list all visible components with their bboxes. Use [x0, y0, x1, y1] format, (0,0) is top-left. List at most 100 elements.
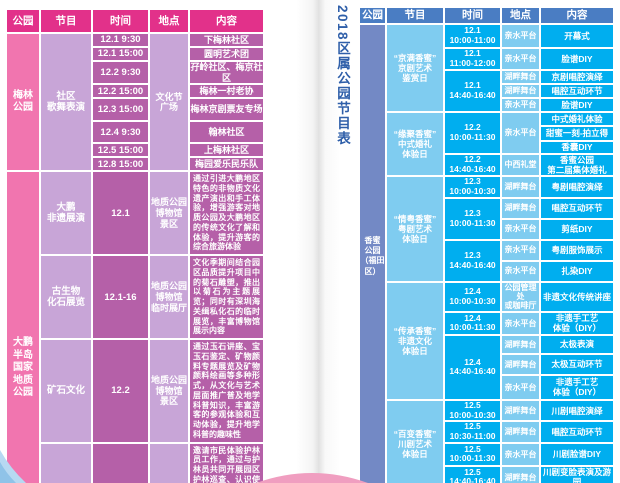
cell-prog: 矿石文化 [41, 340, 91, 442]
table-row: 12.8 15:00 梅园爱乐民乐队 [7, 158, 263, 171]
table-row: 矿石文化 12.2 地质公园 博物馆 景区 通过玉石讲座、宝玉石鉴定、矿物颜料专题展览… [7, 340, 263, 442]
table-row: 12.3 10:00-11:30 湖畔舞台 唱腔互动环节 [360, 198, 613, 239]
cell-loc: 亲水平台 [502, 240, 539, 260]
header-row: 公园 节目 时间 地点 内容 [7, 10, 263, 32]
column-header: 节目 [387, 8, 443, 23]
cell-loc: 地质公园 博物馆 景区 [150, 172, 188, 255]
cell-time: 12.1 11:00-12:00 [445, 49, 500, 69]
table-row: 12.4 9:30 翰林社区 [7, 122, 263, 143]
column-header: 时间 [445, 8, 500, 23]
cell-cont: 川剧变脸表演及游园 [541, 466, 613, 483]
cell-cont: 开幕式 [541, 25, 613, 47]
cell-cont: 非遗手工艺 体验（DIY） [541, 312, 613, 334]
cell-cont: 剪纸DIY [541, 219, 613, 239]
table-row: 12.5 10:30-11:00 湖畔舞台 唱腔互动环节 [360, 422, 613, 442]
cell-loc: 湖畔舞台 [502, 198, 539, 218]
cell-prog: 大鹏 非遗展演 [41, 172, 91, 255]
table-row: 亲水平台 脸谱DIY [360, 99, 613, 111]
cell-time: 12.1-16 [93, 256, 148, 339]
cell-cont: 太极表演 [541, 335, 613, 353]
cell-cont: 孖岭社区、梅京社区 [190, 62, 263, 84]
parks-schedule-table-right: 公园 节目 时间 地点 内容香蜜 公园 （福田区） “京满香蜜” 京剧艺术 鉴赏日 12.1… [358, 6, 615, 483]
table-row: 12.4 14:40-16:40 湖畔舞台 太极表演 [360, 335, 613, 399]
column-header: 公园 [7, 10, 39, 32]
parks-schedule-table-left: 公园 节目 时间 地点 内容 梅林 公园 社区 歌舞表演 12.1 9:30 文化节 广场 下梅林… [5, 8, 265, 483]
cell-loc: 湖畔舞台 [502, 422, 539, 442]
table-row: 亲水平台 扎染DIY [360, 261, 613, 281]
cell-loc: 湖畔舞台 [502, 335, 539, 353]
cell-prog: 社区 歌舞表演 [41, 34, 91, 171]
table-row: 12.3 15:00 梅林京剧票友专场 [7, 99, 263, 121]
cell-loc: 亲水平台 [502, 312, 539, 334]
cell-cont: 邀请市民体验护林员工作，通过与护林员共同开展园区护林巡查、认识使用森林防火常用工… [190, 443, 263, 483]
cell-prog: “京满香蜜” 京剧艺术 鉴赏日 [387, 25, 443, 111]
table-row: 12.5 10:00-11:30 亲水平台 川剧脸谱DIY [360, 443, 613, 465]
cell-cont: 扎染DIY [541, 261, 613, 281]
cell-cont: 梅林一村老协 [190, 85, 263, 98]
cell-loc: 亲水平台 [502, 25, 539, 47]
table-row: 12.4 10:00-11:30 亲水平台 非遗手工艺 体验（DIY） [360, 312, 613, 334]
cell-cont: 太极互动环节 [541, 354, 613, 374]
cell-cont: 非遗手工艺 体验（DIY） [541, 375, 613, 399]
cell-cont: 京剧唱腔演绎 [541, 71, 613, 83]
table-row: 12.2 14:40-16:40 中西礼堂 香蜜公园 第二届集体婚礼 [360, 155, 613, 176]
cell-cont: 川剧唱腔演绎 [541, 400, 613, 421]
cell-cont: 香蜜公园 第二届集体婚礼 [541, 155, 613, 176]
cell-time: 12.1 14:40-16:40 [445, 71, 500, 111]
cell-loc: 亲水平台 [502, 443, 539, 465]
cell-time: 12.5 10:00-10:30 [445, 400, 500, 421]
cell-loc: 湖畔舞台 [502, 354, 539, 374]
table-row: 香蜜 公园 （福田区） “京满香蜜” 京剧艺术 鉴赏日 12.1 10:00-11:… [360, 25, 613, 483]
cell-loc: 文化节 广场 [150, 34, 188, 171]
table-row: 湖畔舞台 唱腔互动环节 [360, 85, 613, 97]
cell-loc: 中西礼堂 [502, 155, 539, 176]
cell-time: 12.5 10:00-11:30 [445, 443, 500, 465]
cell-loc: 亲水平台 [502, 375, 539, 399]
cell-time: 12.1 9:30 [93, 34, 148, 46]
cell-cont: 下梅林社区 [190, 34, 263, 46]
table-row: 香囊DIY [360, 142, 613, 153]
cell-cont: 梅林京剧票友专场 [190, 99, 263, 121]
column-header: 内容 [541, 8, 613, 23]
cell-time: 12.5 14:40-16:40 [445, 466, 500, 483]
pink-wave-decoration [256, 473, 368, 483]
cell-time: 12.1 15:00 [93, 48, 148, 60]
cell-time: 12.2 15:00 [93, 85, 148, 98]
cell-time: 12.4 14:40-16:40 [445, 335, 500, 399]
cell-time: 12.3 15:00 [93, 99, 148, 121]
cell-loc: 亲水平台 [502, 49, 539, 69]
column-header: 节目 [41, 10, 91, 32]
table-row: 古生物 化石展览 12.1-16 地质公园 博物馆 临时展厅 文化季期间结合园区品质提… [7, 256, 263, 339]
cell-prog: 森林 自然体验 [41, 443, 91, 483]
cell-cont: 唱腔互动环节 [541, 198, 613, 218]
cell-time: 12.8 15:00 [93, 158, 148, 171]
cell-cont: 粤剧唱腔演绎 [541, 177, 613, 197]
cell-time: 12.4 10:00-10:30 [445, 282, 500, 311]
table-row: “百变香蜜” 川剧艺术 体验日 12.5 10:00-10:30 湖畔舞台 川剧唱腔演… [360, 400, 613, 483]
cell-time: 12.3 14:40-16:40 [445, 240, 500, 281]
cell-loc: 湖畔舞台 [502, 466, 539, 483]
cell-time: 12.5 10:30-11:00 [445, 422, 500, 442]
cell-prog: “情粤香蜜” 粤剧艺术 体验日 [387, 177, 443, 281]
cell-park: 香蜜 公园 （福田区） [360, 25, 385, 483]
column-header: 公园 [360, 8, 385, 23]
cell-time: 12.2 [93, 340, 148, 442]
cell-time: 12.4 9:30 [93, 122, 148, 143]
cell-loc: 公园管理处 或咖啡厅 [502, 282, 539, 311]
column-header: 地点 [502, 8, 539, 23]
cell-prog: 古生物 化石展览 [41, 256, 91, 339]
table-row: “情粤香蜜” 粤剧艺术 体验日 12.3 10:00-10:30 湖畔舞台 粤剧唱腔演… [360, 177, 613, 281]
cell-prog: “传承香蜜” 非遗文化 体验日 [387, 282, 443, 399]
cell-time: 12.1 [93, 172, 148, 255]
cell-loc: 地质公园 主峰 科考线 [150, 443, 188, 483]
cell-cont: 脸谱DIY [541, 99, 613, 111]
cell-time: 12.2 14:40-16:40 [445, 155, 500, 176]
cell-loc: 湖畔舞台 [502, 71, 539, 83]
cell-cont: 香囊DIY [541, 142, 613, 153]
page-title: 2018区属公园节目表 [335, 5, 350, 147]
cell-cont: 甜蜜一刻-拍立得 [541, 127, 613, 140]
cell-time: 12.3 10:00-11:30 [445, 198, 500, 239]
table-row: 梅林 公园 社区 歌舞表演 12.1 9:30 文化节 广场 下梅林社区 [7, 34, 263, 171]
cell-loc: 地质公园 博物馆 临时展厅 [150, 256, 188, 339]
cell-cont: 梅园爱乐民乐队 [190, 158, 263, 171]
